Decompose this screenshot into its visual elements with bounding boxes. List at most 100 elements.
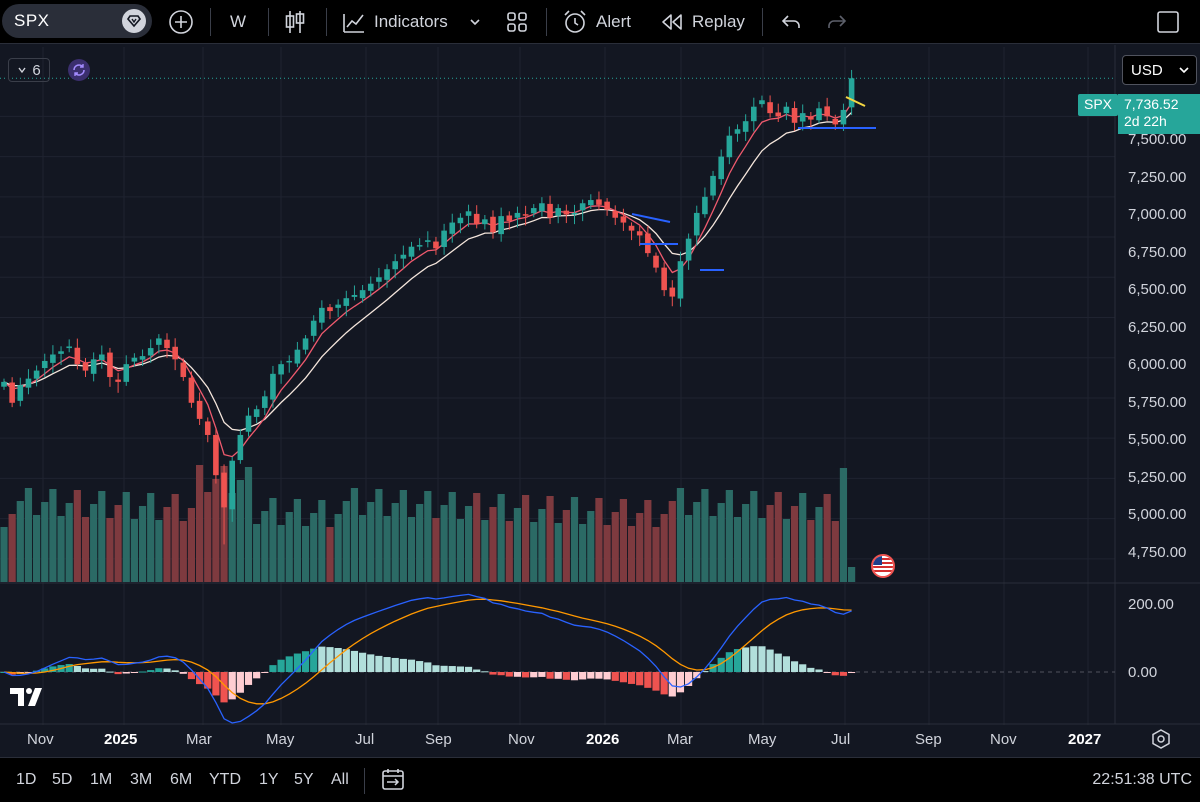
volume-bar bbox=[416, 504, 424, 582]
volume-bar bbox=[399, 490, 407, 582]
time-axis-label: Nov bbox=[508, 731, 535, 748]
price-axis-label: 7,000.00 bbox=[1128, 206, 1187, 223]
interval-button[interactable]: W bbox=[230, 6, 246, 38]
chevron-down-icon[interactable] bbox=[468, 15, 482, 29]
volume-bar bbox=[106, 518, 114, 582]
candle-body bbox=[9, 382, 15, 403]
macd-histogram-bar bbox=[448, 666, 456, 672]
candle-body bbox=[710, 175, 716, 196]
candle-body bbox=[718, 156, 724, 180]
alert-button[interactable]: Alert bbox=[562, 6, 631, 38]
price-chart[interactable] bbox=[0, 0, 1200, 757]
last-price-label: 7,736.52 2d 22h bbox=[1118, 94, 1200, 134]
gear-icon[interactable] bbox=[1151, 729, 1171, 754]
macd-histogram-bar bbox=[155, 668, 163, 672]
chevron-down-icon bbox=[18, 67, 26, 74]
candle-body bbox=[229, 460, 235, 510]
volume-bar bbox=[848, 567, 856, 582]
range-button-1m[interactable]: 1M bbox=[90, 771, 113, 788]
macd-histogram-bar bbox=[204, 672, 212, 689]
alarm-clock-icon bbox=[564, 10, 586, 33]
undo-button[interactable] bbox=[780, 6, 802, 38]
diamond-icon[interactable] bbox=[122, 9, 146, 33]
macd-histogram-bar bbox=[513, 672, 522, 677]
chart-type-button[interactable] bbox=[284, 6, 306, 38]
layouts-button[interactable] bbox=[506, 6, 528, 38]
candle-body bbox=[82, 362, 89, 371]
replay-button[interactable]: Replay bbox=[660, 6, 745, 38]
price-axis-label: 5,000.00 bbox=[1128, 506, 1187, 523]
tradingview-logo[interactable] bbox=[10, 685, 50, 712]
range-button-1y[interactable]: 1Y bbox=[259, 771, 279, 788]
utc-clock[interactable]: 22:51:38 UTC bbox=[1092, 771, 1192, 788]
sync-icon[interactable] bbox=[68, 59, 90, 81]
macd-histogram-bar bbox=[98, 668, 106, 672]
last-price: 7,736.52 bbox=[1124, 96, 1179, 112]
candle-body bbox=[392, 261, 398, 270]
add-circle-icon bbox=[169, 10, 193, 34]
range-button-5d[interactable]: 5D bbox=[52, 771, 73, 788]
macd-histogram-bar bbox=[391, 657, 399, 672]
macd-histogram-bar bbox=[742, 647, 750, 672]
macd-histogram-bar bbox=[49, 666, 57, 672]
macd-histogram-bar bbox=[440, 665, 448, 672]
candle-body bbox=[530, 208, 537, 214]
bar-countdown: 2d 22h bbox=[1124, 113, 1167, 129]
macd-histogram-bar bbox=[114, 672, 122, 675]
macd-histogram-bar bbox=[489, 672, 497, 675]
candle-body bbox=[253, 409, 260, 417]
range-button-all[interactable]: All bbox=[331, 771, 349, 788]
macd-histogram-bar bbox=[359, 652, 367, 672]
candle-body bbox=[473, 213, 480, 225]
indicator-legend-toggle[interactable]: 6 bbox=[8, 58, 50, 82]
price-axis-label: 7,500.00 bbox=[1128, 131, 1187, 148]
macd-histogram-bar bbox=[619, 672, 627, 683]
candle-body bbox=[555, 208, 561, 216]
macd-histogram-bar bbox=[301, 651, 310, 672]
candle-body bbox=[457, 217, 464, 224]
range-button-1d[interactable]: 1D bbox=[16, 771, 37, 788]
macd-histogram-bar bbox=[269, 665, 277, 672]
candle-body bbox=[41, 360, 48, 369]
indicators-button[interactable]: Indicators bbox=[342, 6, 482, 38]
volume-bar bbox=[277, 525, 285, 582]
volume-bar bbox=[187, 508, 196, 582]
macd-histogram-bar bbox=[725, 652, 733, 672]
ma-slow-line bbox=[3, 112, 853, 432]
range-button-5y[interactable]: 5Y bbox=[294, 771, 314, 788]
macd-histogram-bar bbox=[122, 672, 130, 674]
symbol-search[interactable]: SPX bbox=[2, 4, 152, 38]
range-button-6m[interactable]: 6M bbox=[170, 771, 193, 788]
candle-body bbox=[588, 200, 594, 206]
range-button-ytd[interactable]: YTD bbox=[209, 771, 241, 788]
go-to-date-button[interactable] bbox=[380, 767, 406, 798]
candle-body bbox=[123, 364, 130, 382]
macd-histogram-bar bbox=[399, 658, 407, 672]
candle-body bbox=[156, 338, 162, 345]
macd-histogram-bar bbox=[562, 672, 570, 680]
macd-histogram-bar bbox=[799, 664, 807, 672]
macd-histogram-bar bbox=[407, 659, 416, 672]
volume-bar bbox=[554, 523, 562, 582]
candle-body bbox=[791, 107, 798, 123]
volume-bar bbox=[130, 519, 138, 582]
macd-histogram-bar bbox=[676, 672, 685, 693]
trendline bbox=[631, 213, 671, 223]
macd-histogram-bar bbox=[81, 668, 90, 672]
volume-bar bbox=[701, 489, 709, 582]
candle-body bbox=[359, 290, 366, 299]
compare-button[interactable] bbox=[168, 6, 194, 38]
redo-button[interactable] bbox=[826, 6, 848, 38]
candle-body bbox=[213, 434, 219, 476]
candle-body bbox=[734, 129, 741, 134]
volume-bar bbox=[179, 521, 187, 582]
candle-body bbox=[685, 238, 692, 261]
volume-bar bbox=[733, 517, 742, 582]
currency-select[interactable]: USD bbox=[1122, 55, 1197, 85]
range-button-3m[interactable]: 3M bbox=[130, 771, 153, 788]
volume-bar bbox=[603, 525, 611, 582]
fullscreen-button[interactable] bbox=[1156, 6, 1180, 38]
macd-histogram-bar bbox=[497, 672, 505, 676]
candle-body bbox=[99, 354, 105, 360]
candlesticks bbox=[1, 69, 855, 545]
